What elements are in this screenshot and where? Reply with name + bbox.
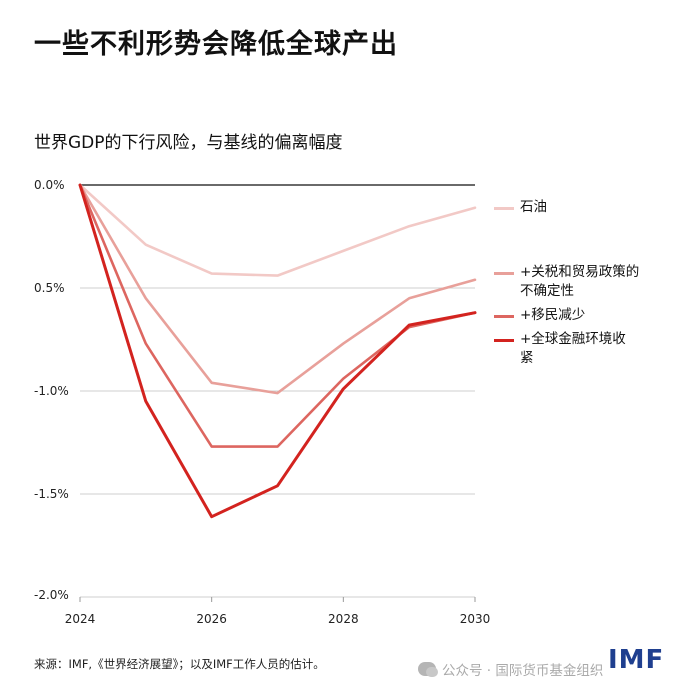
y-tick-label: 0.5% xyxy=(34,281,65,295)
legend-label-financial: +全球金融环境收紧 xyxy=(520,331,626,366)
x-tick-label: 2028 xyxy=(328,612,359,626)
legend-label-migration: +移民减少 xyxy=(520,307,586,323)
series-line-1 xyxy=(78,183,477,395)
imf-logo: IMF xyxy=(608,645,665,675)
legend-swatch-tariffs xyxy=(494,272,514,275)
source-note: 来源：IMF,《世界经济展望》；以及IMF工作人员的估计。 xyxy=(34,657,325,671)
x-tick-label: 2024 xyxy=(65,612,96,626)
x-tick-label: 2030 xyxy=(460,612,491,626)
legend-item-oil: 石油 xyxy=(494,198,660,217)
legend-label-tariffs: +关税和贸易政策的不确定性 xyxy=(520,264,640,299)
y-tick-label: -2.0% xyxy=(34,588,69,602)
legend-swatch-oil xyxy=(494,207,514,210)
watermark: 公众号 · 国际货币基金组织 xyxy=(418,659,603,679)
chart-subtitle: 世界GDP的下行风险，与基线的偏离幅度 xyxy=(34,133,343,153)
legend-item-financial: +全球金融环境收紧 xyxy=(494,330,630,368)
x-tick-label: 2026 xyxy=(196,612,227,626)
legend-item-migration: +移民减少 xyxy=(494,306,660,325)
line-chart: 0.0% 0.5% -1.0% -1.5% -2.0% 2024 2026 2028 2030 xyxy=(34,178,491,626)
legend-swatch-financial xyxy=(494,339,514,342)
wechat-icon xyxy=(418,662,438,677)
page-title: 一些不利形势会降低全球产出 xyxy=(34,29,398,60)
watermark-text: 公众号 · 国际货币基金组织 xyxy=(442,663,604,679)
y-tick-label: -1.5% xyxy=(34,487,69,501)
series-line-0 xyxy=(78,183,477,277)
y-tick-label: 0.0% xyxy=(34,178,65,192)
legend-swatch-migration xyxy=(494,315,514,318)
legend-item-tariffs: +关税和贸易政策的不确定性 xyxy=(494,263,650,301)
y-tick-label: -1.0% xyxy=(34,384,69,398)
series-line-3 xyxy=(78,183,477,519)
legend-label-oil: 石油 xyxy=(520,199,547,215)
